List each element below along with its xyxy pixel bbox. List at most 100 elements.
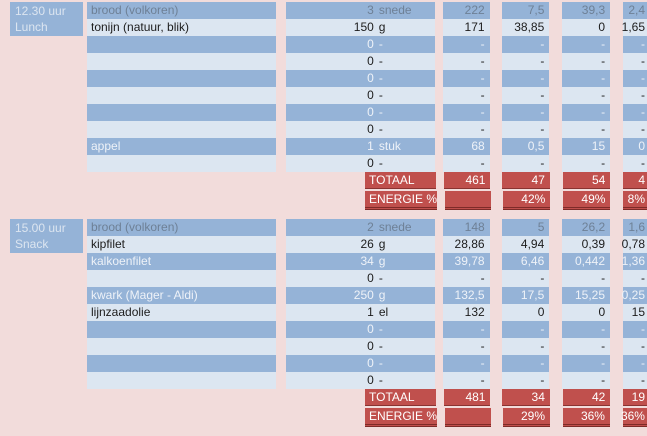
- total-value-cell[interactable]: 54: [562, 172, 611, 189]
- nutrient-value-cell[interactable]: -: [442, 155, 490, 172]
- quantity-cell[interactable]: 0-: [285, 321, 435, 338]
- nutrient-value-cell[interactable]: 38,85: [501, 19, 550, 36]
- time-label-cell[interactable]: 12.30 uur Lunch: [10, 2, 83, 36]
- nutrient-value-cell[interactable]: 1,65: [621, 19, 647, 36]
- nutrient-value-cell[interactable]: 132: [442, 304, 490, 321]
- food-name-cell[interactable]: [87, 321, 276, 338]
- quantity-cell[interactable]: 0-: [285, 372, 435, 389]
- nutrient-value-cell[interactable]: 0,25: [621, 287, 647, 304]
- food-name-cell[interactable]: kwark (Mager - Aldi): [87, 287, 276, 304]
- nutrient-value-cell[interactable]: 171: [442, 19, 490, 36]
- nutrient-value-cell[interactable]: 26,2: [562, 219, 611, 236]
- nutrient-value-cell[interactable]: 0: [562, 304, 611, 321]
- nutrient-value-cell[interactable]: 4,94: [501, 236, 550, 253]
- food-name-cell[interactable]: [87, 155, 276, 172]
- total-value-cell[interactable]: 34: [502, 389, 550, 406]
- nutrient-value-cell[interactable]: 15: [562, 138, 611, 155]
- nutrient-value-cell[interactable]: -: [501, 372, 550, 389]
- nutrient-value-cell[interactable]: 17,5: [501, 287, 550, 304]
- total-value-cell[interactable]: 19: [623, 389, 647, 406]
- food-name-cell[interactable]: [87, 372, 276, 389]
- nutrient-value-cell[interactable]: -: [562, 270, 611, 287]
- nutrient-value-cell[interactable]: -: [501, 270, 550, 287]
- nutrient-value-cell[interactable]: -: [562, 104, 611, 121]
- food-name-cell[interactable]: kalkoenfilet: [87, 253, 276, 270]
- food-name-cell[interactable]: brood (volkoren): [87, 219, 276, 236]
- food-name-cell[interactable]: brood (volkoren): [87, 2, 276, 19]
- quantity-cell[interactable]: 0-: [285, 53, 435, 70]
- food-name-cell[interactable]: [87, 338, 276, 355]
- nutrient-value-cell[interactable]: -: [442, 270, 490, 287]
- total-label-cell[interactable]: TOTAAL: [365, 172, 437, 189]
- nutrient-value-cell[interactable]: -: [562, 53, 611, 70]
- nutrient-value-cell[interactable]: -: [442, 53, 490, 70]
- nutrient-value-cell[interactable]: -: [623, 155, 647, 172]
- nutrient-value-cell[interactable]: -: [501, 121, 550, 138]
- nutrient-value-cell[interactable]: 15: [623, 304, 647, 321]
- nutrient-value-cell[interactable]: -: [562, 155, 611, 172]
- time-label-cell[interactable]: 15.00 uur Snack: [10, 219, 83, 253]
- nutrient-value-cell[interactable]: 0,5: [501, 138, 550, 155]
- food-name-cell[interactable]: lijnzaadolie: [87, 304, 276, 321]
- food-name-cell[interactable]: [87, 270, 276, 287]
- quantity-cell[interactable]: 0-: [285, 104, 435, 121]
- nutrient-value-cell[interactable]: 0,39: [562, 236, 610, 253]
- quantity-cell[interactable]: 3 snede: [285, 2, 435, 19]
- nutrient-value-cell[interactable]: -: [501, 355, 550, 372]
- nutrient-value-cell[interactable]: -: [501, 87, 550, 104]
- nutrient-value-cell[interactable]: -: [623, 121, 647, 138]
- food-name-cell[interactable]: kipfilet: [87, 236, 276, 253]
- nutrient-value-cell[interactable]: 15,25: [562, 287, 610, 304]
- nutrient-value-cell[interactable]: -: [501, 36, 550, 53]
- quantity-cell[interactable]: 0-: [285, 36, 435, 53]
- quantity-cell[interactable]: 0-: [285, 270, 435, 287]
- total-value-cell[interactable]: 461: [444, 172, 491, 189]
- nutrient-value-cell[interactable]: -: [442, 321, 490, 338]
- food-name-cell[interactable]: appel: [87, 138, 276, 155]
- nutrient-value-cell[interactable]: -: [562, 321, 611, 338]
- quantity-cell[interactable]: 0-: [285, 338, 435, 355]
- food-name-cell[interactable]: [87, 36, 276, 53]
- food-name-cell[interactable]: [87, 53, 276, 70]
- nutrient-value-cell[interactable]: 1,6: [623, 219, 647, 236]
- total-value-cell[interactable]: 4: [623, 172, 647, 189]
- nutrient-value-cell[interactable]: 7,5: [501, 2, 550, 19]
- nutrient-value-cell[interactable]: 28,86: [442, 236, 490, 253]
- quantity-cell[interactable]: 150 g: [285, 19, 435, 36]
- total-value-cell[interactable]: 481: [444, 389, 491, 406]
- total-value-cell[interactable]: 42: [562, 389, 611, 406]
- quantity-cell[interactable]: 26 g: [285, 236, 435, 253]
- quantity-cell[interactable]: 0-: [285, 155, 435, 172]
- nutrient-value-cell[interactable]: -: [623, 338, 647, 355]
- energy-value-cell[interactable]: [445, 408, 492, 427]
- nutrient-value-cell[interactable]: 0,78: [621, 236, 647, 253]
- food-name-cell[interactable]: [87, 355, 276, 372]
- nutrient-value-cell[interactable]: -: [623, 87, 647, 104]
- nutrient-value-cell[interactable]: -: [442, 104, 490, 121]
- nutrient-value-cell[interactable]: -: [562, 70, 611, 87]
- nutrient-value-cell[interactable]: -: [442, 121, 490, 138]
- nutrient-value-cell[interactable]: 6,46: [501, 253, 550, 270]
- energy-value-cell[interactable]: 49%: [563, 191, 611, 210]
- nutrient-value-cell[interactable]: 132,5: [442, 287, 490, 304]
- nutrient-value-cell[interactable]: -: [442, 36, 490, 53]
- energy-value-cell[interactable]: 36%: [563, 408, 610, 427]
- quantity-cell[interactable]: 0-: [285, 355, 435, 372]
- nutrient-value-cell[interactable]: -: [562, 36, 611, 53]
- nutrient-value-cell[interactable]: 2,4: [623, 2, 647, 19]
- nutrient-value-cell[interactable]: 5: [501, 219, 550, 236]
- food-name-cell[interactable]: tonijn (natuur, blik): [87, 19, 276, 36]
- nutrient-value-cell[interactable]: -: [501, 70, 550, 87]
- energy-value-cell[interactable]: 29%: [503, 408, 550, 427]
- total-label-cell[interactable]: TOTAAL: [365, 389, 437, 406]
- quantity-cell[interactable]: 1 el: [285, 304, 435, 321]
- nutrient-value-cell[interactable]: -: [562, 372, 611, 389]
- nutrient-value-cell[interactable]: -: [623, 36, 647, 53]
- nutrient-value-cell[interactable]: -: [501, 104, 550, 121]
- food-name-cell[interactable]: [87, 70, 276, 87]
- nutrient-value-cell[interactable]: -: [623, 372, 647, 389]
- nutrient-value-cell[interactable]: 68: [442, 138, 490, 155]
- nutrient-value-cell[interactable]: -: [623, 53, 647, 70]
- nutrient-value-cell[interactable]: -: [562, 338, 611, 355]
- nutrient-value-cell[interactable]: -: [623, 270, 647, 287]
